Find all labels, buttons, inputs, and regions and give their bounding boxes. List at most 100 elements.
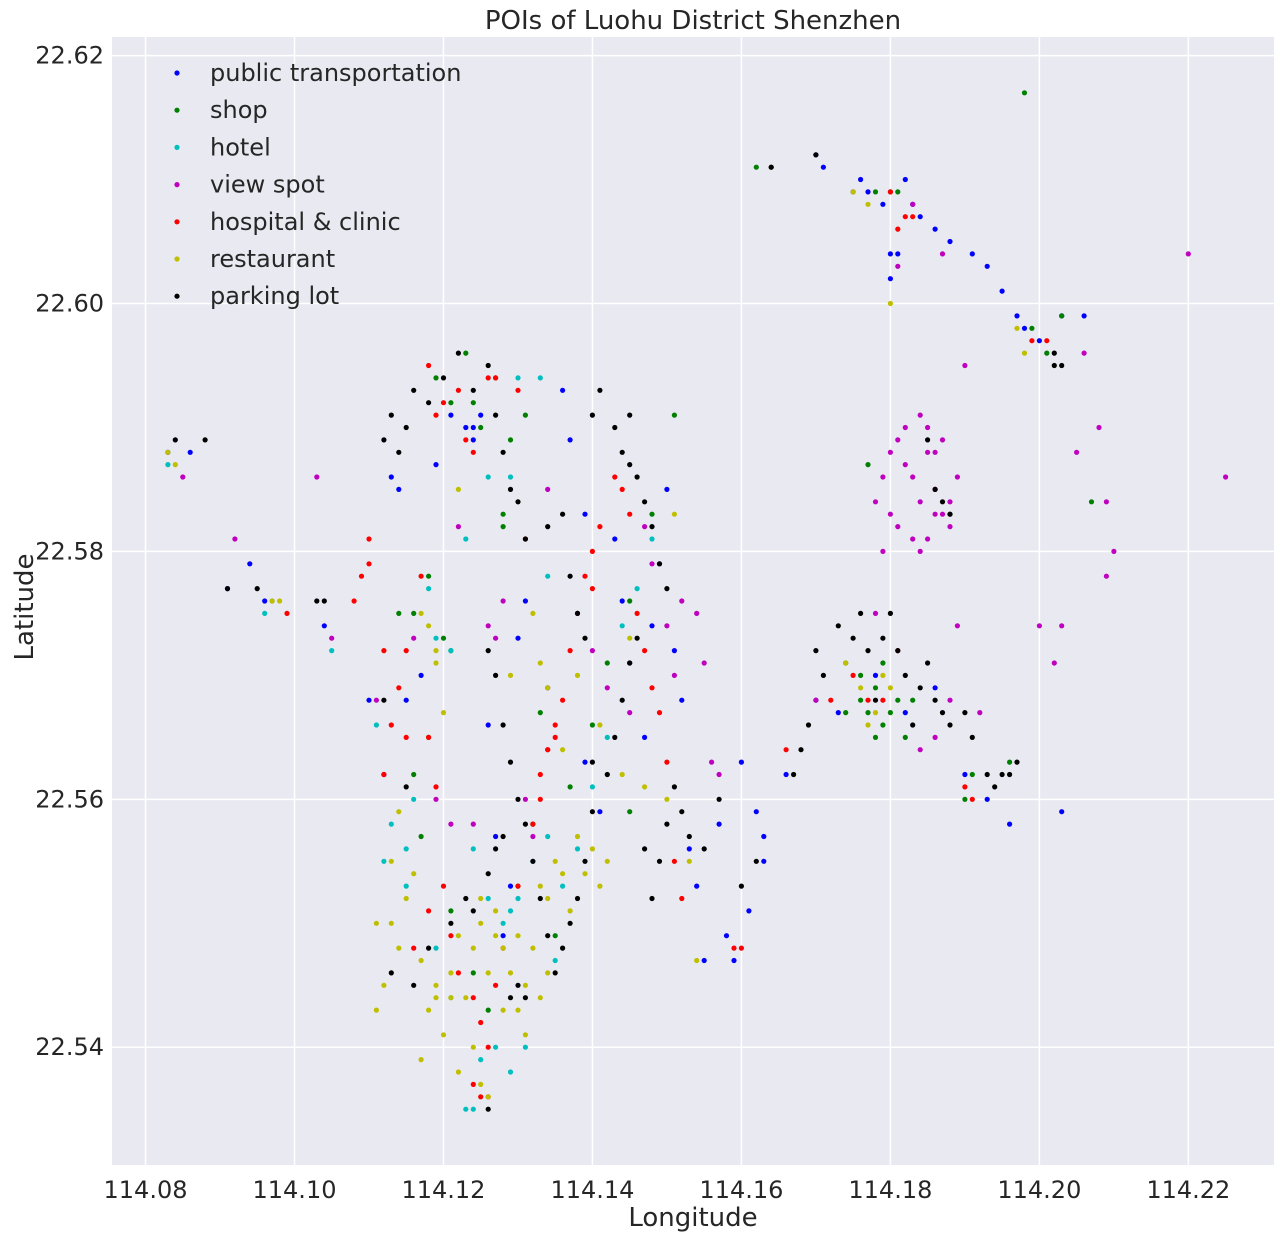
- data-point: [917, 412, 923, 418]
- data-point: [798, 747, 804, 753]
- data-point: [686, 846, 692, 852]
- data-point: [642, 784, 648, 790]
- data-point: [314, 598, 320, 604]
- data-point: [582, 573, 588, 579]
- data-point: [723, 933, 730, 939]
- data-point: [656, 561, 663, 567]
- data-point: [262, 610, 268, 617]
- data-point: [522, 598, 529, 604]
- data-point: [396, 449, 402, 455]
- data-point: [433, 412, 439, 418]
- data-point: [388, 970, 394, 976]
- data-point: [522, 821, 529, 827]
- data-point: [485, 1007, 491, 1013]
- data-point: [470, 437, 476, 443]
- data-point: [917, 548, 923, 555]
- data-point: [470, 908, 476, 914]
- data-point: [1044, 338, 1050, 344]
- data-point: [329, 648, 335, 654]
- data-point: [321, 598, 327, 604]
- data-point: [701, 660, 707, 666]
- data-point: [642, 734, 648, 741]
- data-point: [537, 796, 543, 802]
- data-point: [537, 771, 543, 778]
- data-point: [388, 821, 394, 827]
- data-point: [895, 437, 901, 443]
- data-point: [426, 623, 432, 629]
- data-point: [932, 734, 938, 741]
- data-point: [403, 784, 409, 790]
- data-point: [917, 747, 923, 753]
- data-point: [388, 920, 394, 926]
- data-point: [463, 895, 469, 902]
- data-point: [426, 908, 432, 914]
- data-point: [1074, 449, 1080, 455]
- data-point: [522, 982, 529, 988]
- data-point: [1103, 499, 1109, 505]
- data-point: [597, 524, 603, 530]
- data-point: [515, 499, 521, 505]
- data-point: [939, 710, 946, 716]
- data-point: [254, 586, 260, 592]
- data-point: [649, 561, 655, 567]
- data-point: [612, 474, 618, 480]
- data-point: [500, 524, 506, 530]
- data-point: [418, 672, 424, 679]
- data-point: [895, 263, 901, 269]
- data-point: [932, 511, 938, 517]
- data-point: [507, 970, 514, 976]
- data-point: [269, 598, 275, 604]
- data-point: [485, 474, 491, 480]
- data-point: [925, 449, 931, 455]
- data-point: [485, 722, 491, 728]
- data-point: [530, 945, 536, 951]
- data-point: [396, 685, 402, 691]
- data-point: [515, 883, 521, 889]
- data-point: [880, 722, 886, 728]
- data-point: [411, 387, 417, 393]
- data-point: [478, 424, 484, 431]
- data-point: [507, 908, 514, 914]
- data-point: [738, 945, 745, 951]
- data-point: [582, 871, 588, 877]
- data-point: [440, 635, 447, 641]
- data-point: [455, 933, 461, 939]
- data-point: [947, 499, 953, 505]
- data-point: [500, 933, 506, 939]
- data-point: [455, 970, 461, 976]
- data-point: [388, 858, 394, 864]
- data-point: [627, 598, 633, 604]
- data-point: [880, 697, 886, 703]
- data-point: [515, 895, 521, 902]
- y-tick-label: 22.54: [35, 1033, 104, 1061]
- data-point: [582, 759, 588, 765]
- data-point: [902, 214, 908, 220]
- data-point: [664, 759, 670, 765]
- data-point: [1081, 313, 1087, 319]
- data-point: [604, 771, 610, 778]
- data-point: [939, 499, 946, 505]
- data-point: [522, 412, 529, 418]
- data-point: [1014, 313, 1020, 319]
- data-point: [627, 462, 633, 468]
- data-point: [478, 412, 484, 418]
- data-point: [507, 1069, 514, 1075]
- data-point: [753, 164, 759, 170]
- data-point: [537, 660, 543, 666]
- data-point: [895, 524, 901, 530]
- data-point: [470, 970, 476, 976]
- data-point: [537, 710, 543, 716]
- data-point: [180, 474, 186, 480]
- legend-label: parking lot: [210, 282, 339, 310]
- data-point: [418, 957, 424, 964]
- data-point: [426, 945, 432, 951]
- data-point: [939, 511, 946, 517]
- data-point: [1014, 759, 1020, 765]
- data-point: [247, 561, 253, 567]
- x-tick-label: 114.16: [699, 1176, 783, 1204]
- data-point: [589, 412, 596, 418]
- data-point: [463, 1106, 469, 1112]
- data-point: [850, 672, 856, 679]
- data-point: [485, 623, 491, 629]
- data-point: [612, 536, 618, 542]
